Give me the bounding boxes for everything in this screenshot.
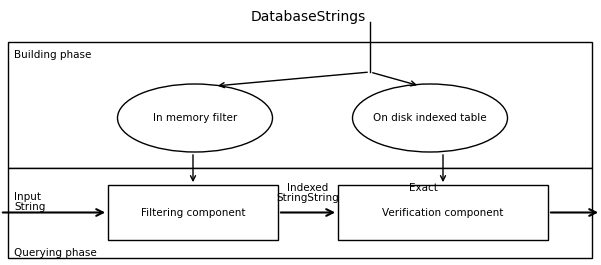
Ellipse shape: [118, 84, 272, 152]
Text: String: String: [14, 202, 45, 212]
Text: Building phase: Building phase: [14, 50, 91, 60]
Text: StringString: StringString: [276, 193, 340, 203]
Bar: [8, 42, 592, 168]
Bar: [8, 168, 592, 258]
Text: Exact: Exact: [409, 183, 438, 193]
Text: DatabaseStrings: DatabaseStrings: [251, 10, 365, 24]
Bar: [338, 185, 548, 240]
Text: Indexed: Indexed: [287, 183, 329, 193]
Bar: [108, 185, 278, 240]
Text: Verification component: Verification component: [382, 207, 504, 218]
Text: Querying phase: Querying phase: [14, 248, 97, 258]
Text: Input: Input: [14, 192, 41, 202]
Ellipse shape: [353, 84, 507, 152]
Text: In memory filter: In memory filter: [153, 113, 237, 123]
Text: Filtering component: Filtering component: [141, 207, 245, 218]
Text: On disk indexed table: On disk indexed table: [373, 113, 487, 123]
